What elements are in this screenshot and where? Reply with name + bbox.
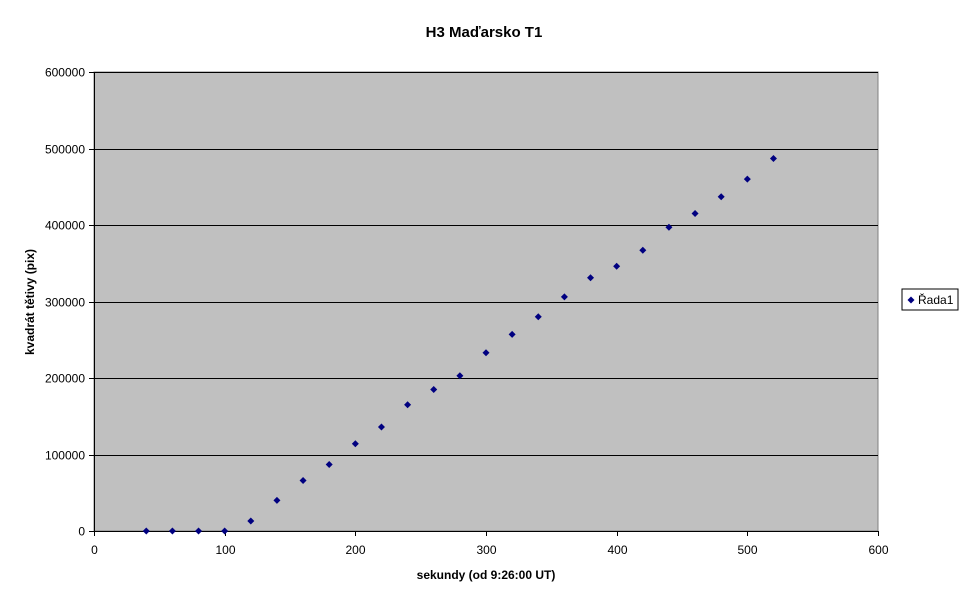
y-tick-label: 200000 <box>45 372 85 386</box>
data-point <box>482 349 490 357</box>
y-tick-label: 500000 <box>45 143 85 157</box>
x-tick-label: 200 <box>345 543 365 557</box>
data-point <box>299 477 307 485</box>
y-tick-label: 600000 <box>45 66 85 80</box>
data-points <box>142 154 777 535</box>
legend-box <box>901 288 959 311</box>
plot-area <box>93 71 879 532</box>
data-point <box>665 223 673 231</box>
data-point <box>195 527 203 535</box>
legend: Řada1 <box>901 288 959 311</box>
x-tick-label: 0 <box>91 543 98 557</box>
y-tick-label: 100000 <box>45 449 85 463</box>
y-tick-label: 400000 <box>45 219 85 233</box>
data-point <box>168 527 176 535</box>
data-point <box>351 440 359 448</box>
data-point <box>769 154 777 162</box>
data-point <box>456 372 464 380</box>
x-tick-label: 400 <box>607 543 627 557</box>
data-point <box>639 246 647 254</box>
data-point <box>717 193 725 201</box>
grid-lines <box>94 72 878 456</box>
x-axis-title: sekundy (od 9:26:00 UT) <box>417 568 556 582</box>
legend-label: Řada1 <box>918 292 954 307</box>
data-point <box>273 496 281 504</box>
y-tick-label: 0 <box>78 525 85 539</box>
x-tick-label: 300 <box>476 543 496 557</box>
data-point <box>247 517 255 525</box>
y-tick-label: 300000 <box>45 296 85 310</box>
data-point <box>221 527 229 535</box>
data-point <box>560 293 568 301</box>
data-point <box>613 262 621 270</box>
data-point <box>508 330 516 338</box>
data-point <box>691 210 699 218</box>
tick-labels: 0 100000 200000 300000 400000 500000 600000 0 10… <box>45 66 889 558</box>
x-tick-label: 500 <box>737 543 757 557</box>
x-tick-label: 600 <box>868 543 888 557</box>
data-point <box>587 274 595 282</box>
x-tick-label: 100 <box>215 543 235 557</box>
data-point <box>142 527 150 535</box>
data-point <box>534 313 542 321</box>
legend-marker-diamond-icon <box>907 296 915 304</box>
data-point <box>325 460 333 468</box>
data-point <box>743 175 751 183</box>
data-point <box>404 401 412 409</box>
data-point <box>377 423 385 431</box>
y-axis-title: kvadrát tětivy (pix) <box>23 249 37 355</box>
data-point <box>430 385 438 393</box>
chart-title: H3 Maďarsko T1 <box>426 24 543 41</box>
